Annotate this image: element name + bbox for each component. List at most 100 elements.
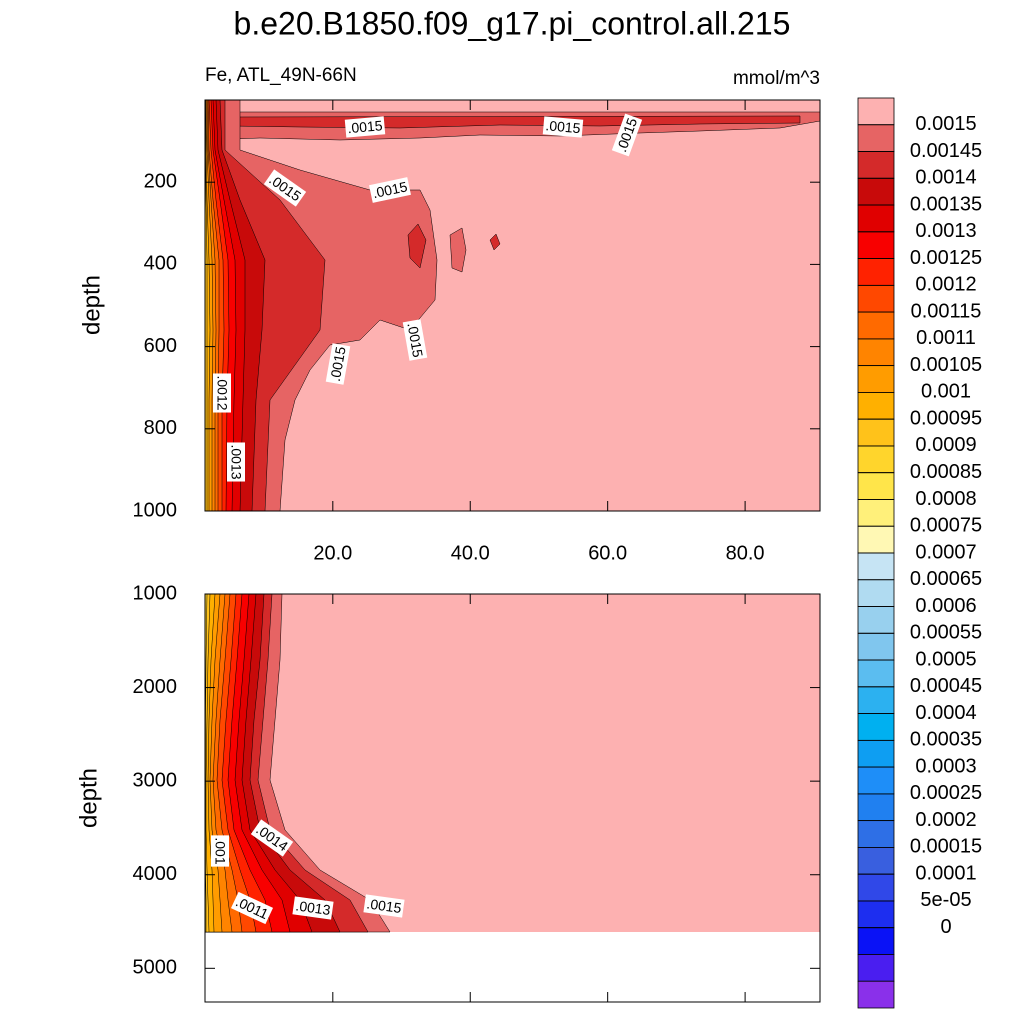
colorbar-label: 0.0013 (915, 220, 976, 242)
colorbar-box (857, 659, 895, 688)
contour-label: .0015 (344, 116, 386, 138)
colorbar-box (857, 954, 895, 982)
colorbar-label: 0.0002 (915, 809, 976, 831)
contour-label-text: .0013 (295, 897, 332, 918)
colorbar-label: 0.0008 (915, 488, 976, 510)
y-tick-label: 600 (144, 335, 177, 357)
contour-region (204, 593, 211, 933)
contour-label-text: .0013 (228, 444, 244, 479)
colorbar-label: 0 (940, 916, 951, 938)
y-tick-label: 200 (144, 170, 177, 192)
contour-label: .0015 (542, 116, 584, 138)
colorbar-box (857, 365, 895, 393)
colorbar-label: 0.00105 (910, 354, 982, 376)
colorbar-box (857, 418, 895, 447)
contour-label-box (611, 113, 643, 157)
colorbar-box (857, 151, 895, 179)
contour-label: .0015 (369, 177, 411, 203)
colorbar-box (857, 552, 895, 581)
colorbar-box (857, 606, 895, 634)
colorbar-label: 0.0005 (915, 648, 976, 670)
colorbar-label: 0.00145 (910, 140, 982, 162)
colorbar-box (857, 204, 895, 233)
colorbar-box (857, 847, 895, 875)
contour-label-text: .0012 (214, 375, 230, 410)
colorbar-label: 0.0009 (915, 434, 976, 456)
colorbar-label: 0.00085 (910, 461, 982, 483)
chart-title: b.e20.B1850.f09_g17.pi_control.all.215 (234, 5, 791, 41)
colorbar-label: 0.00045 (910, 675, 982, 697)
colorbar-box (857, 97, 895, 126)
colorbar-label: 0.0004 (915, 702, 976, 724)
colorbar-label: 0.0014 (915, 167, 976, 189)
colorbar-box (857, 472, 895, 500)
colorbar-box (857, 713, 895, 741)
contour-label-box (292, 896, 334, 920)
contour-label-text: .0015 (366, 895, 403, 916)
y-tick-label: 1000 (133, 499, 178, 521)
colorbar-label: 0.0007 (915, 541, 976, 563)
y-tick-label: 800 (144, 417, 177, 439)
colorbar-box (857, 124, 895, 152)
colorbar-label: 0.0001 (915, 862, 976, 884)
y-tick-label: 4000 (133, 863, 178, 885)
subtitle-right: mmol/m^3 (733, 68, 820, 89)
contour-region (489, 233, 501, 251)
colorbar-box (857, 900, 895, 929)
colorbar-label: 0.0003 (915, 755, 976, 777)
contour-label-text: .0015 (347, 117, 384, 136)
x-tick-label: 40.0 (451, 542, 490, 564)
colorbar-box (857, 499, 895, 527)
colorbar-label: 0.00035 (910, 729, 982, 751)
y-axis-label: depth (78, 275, 105, 335)
contour-region (407, 223, 427, 269)
colorbar-label: 0.00125 (910, 247, 982, 269)
colorbar-box (857, 284, 895, 313)
contour-label: .0015 (325, 343, 351, 385)
colorbar-label: 0.001 (921, 381, 971, 403)
contour-label: .0013 (292, 896, 334, 920)
contour-region (449, 227, 467, 273)
colorbar-box (857, 686, 895, 714)
colorbar-label: 0.00095 (910, 407, 982, 429)
colorbar-box (857, 525, 895, 554)
colorbar-label: 0.00065 (910, 568, 982, 590)
x-tick-label: 80.0 (726, 542, 765, 564)
colorbar-label: 0.0015 (915, 113, 976, 135)
plot-frame (204, 99, 821, 512)
colorbar-box (857, 980, 895, 1009)
colorbar-box (857, 793, 895, 822)
contour-label-box (542, 116, 584, 138)
y-axis-label: depth (75, 768, 102, 828)
contour-label: .0012 (213, 373, 231, 413)
contour-label-box (344, 116, 386, 138)
contour-label: .001 (211, 835, 229, 867)
contour-label-text: .0015 (327, 345, 349, 382)
colorbar-box (857, 632, 895, 661)
subtitle-left: Fe, ATL_49N-66N (205, 65, 357, 86)
contour-label: .0013 (227, 442, 245, 482)
colorbar-box (857, 258, 895, 286)
contour-label-text: .0015 (371, 178, 409, 201)
contour-label-box (250, 819, 294, 857)
contour-label-box (211, 835, 229, 867)
plot-frame (204, 593, 821, 1003)
colorbar-label: 0.0012 (915, 274, 976, 296)
y-tick-label: 2000 (133, 676, 178, 698)
colorbar-label: 0.00135 (910, 193, 982, 215)
contour-label-box (363, 894, 405, 918)
colorbar-label: 0.00115 (911, 300, 982, 322)
x-tick-label: 60.0 (588, 542, 627, 564)
contour-label-text: .0015 (404, 321, 426, 358)
colorbar-box (857, 739, 895, 768)
colorbar-label: 0.00025 (910, 782, 982, 804)
colorbar-label: 0.00055 (910, 622, 982, 644)
contour-label-text: .001 (212, 837, 228, 864)
colorbar-box (857, 311, 895, 340)
colorbar-box (857, 873, 895, 902)
colorbar-box (857, 927, 895, 955)
contour-label-box (230, 891, 274, 925)
contour-label-box (369, 177, 411, 203)
contour-label-text: .0015 (545, 117, 582, 136)
